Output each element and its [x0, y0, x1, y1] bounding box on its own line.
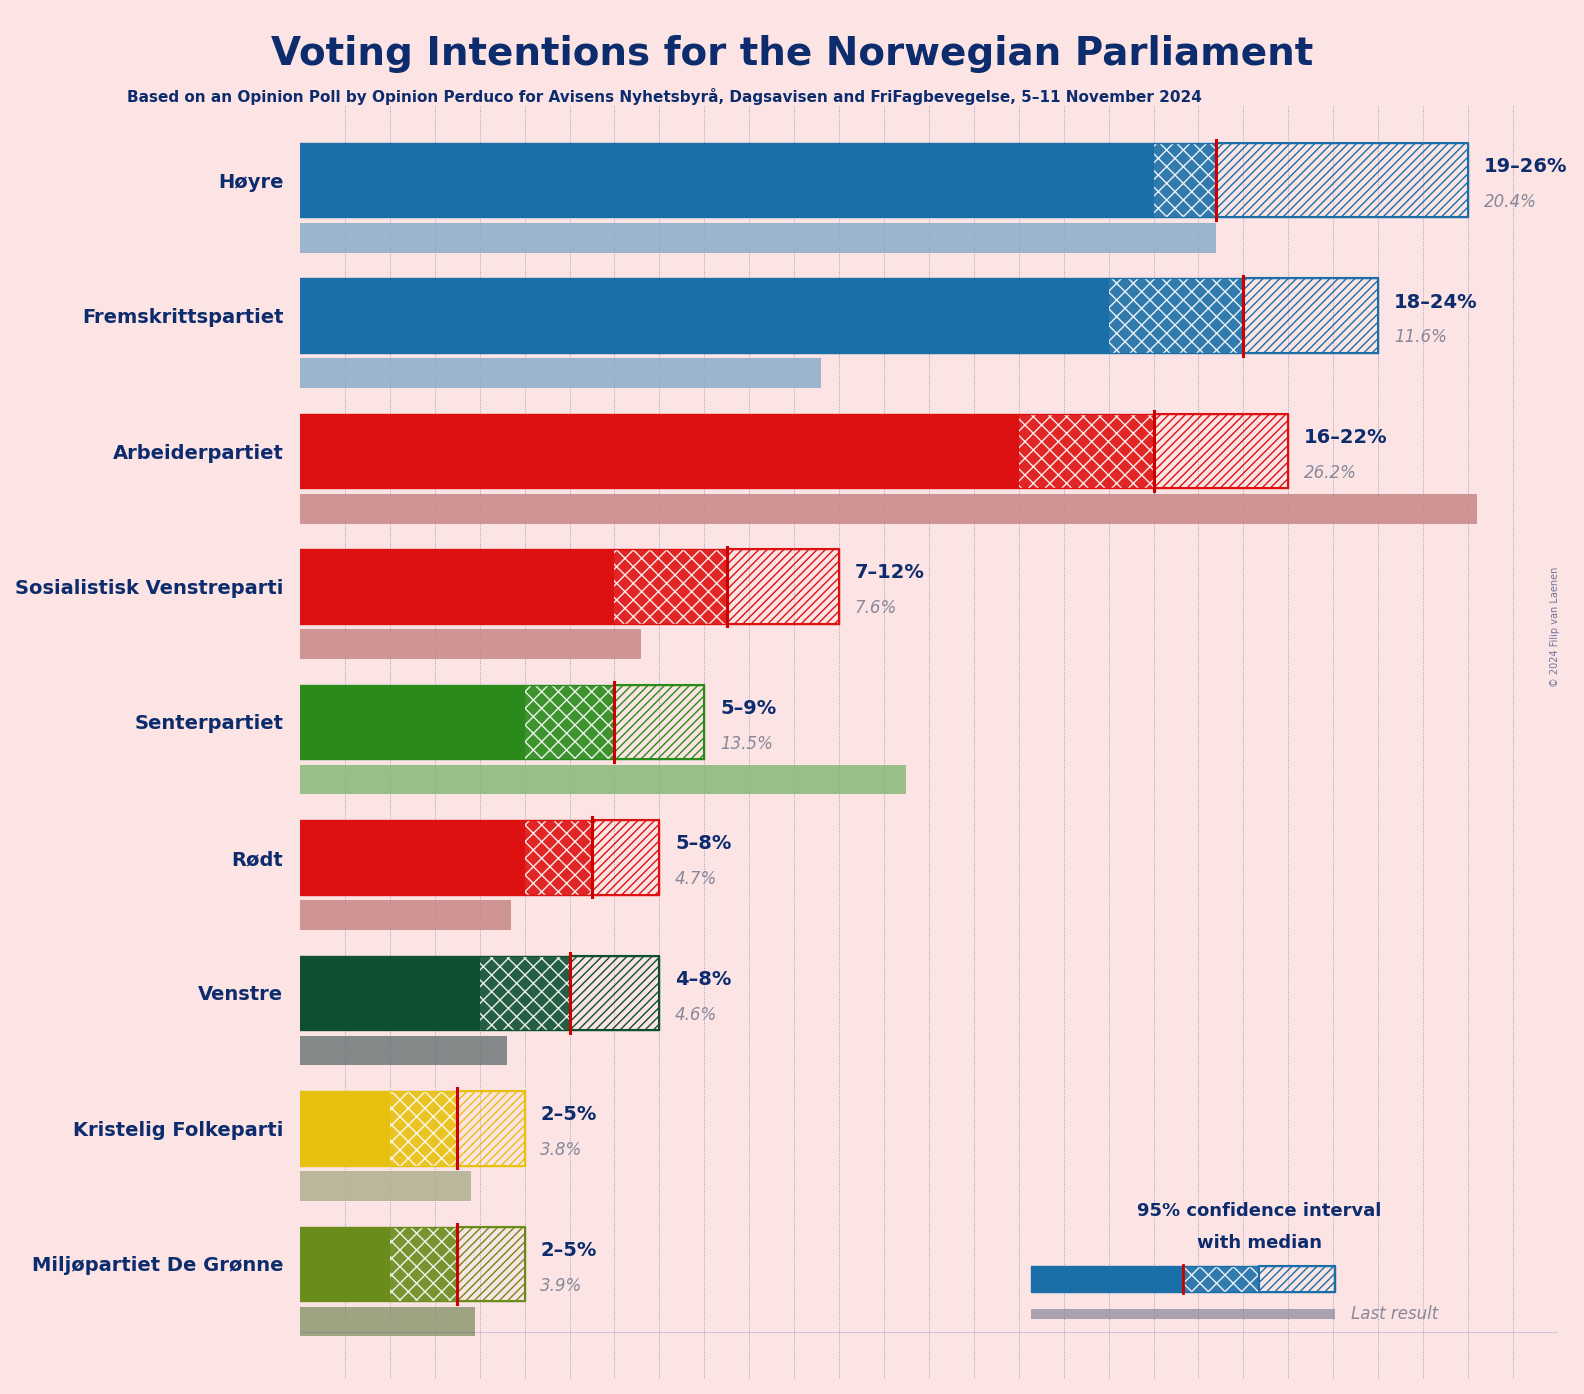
Text: 4.7%: 4.7% — [675, 870, 718, 888]
Text: with median: with median — [1198, 1234, 1321, 1252]
Bar — [299, 684, 705, 760]
Text: © 2024 Filip van Laenen: © 2024 Filip van Laenen — [1551, 567, 1560, 687]
Bar — [299, 223, 1217, 252]
Bar — [1259, 1266, 1335, 1292]
Text: Voting Intentions for the Norwegian Parliament: Voting Intentions for the Norwegian Parl… — [271, 35, 1313, 72]
Bar — [299, 142, 1153, 217]
Text: 4.6%: 4.6% — [675, 1005, 718, 1023]
Bar — [727, 549, 840, 623]
Bar — [299, 1171, 470, 1200]
Bar — [299, 493, 1476, 524]
Text: 7.6%: 7.6% — [855, 599, 897, 618]
Bar — [1243, 279, 1378, 353]
Bar — [299, 765, 906, 795]
Bar — [480, 956, 570, 1030]
Bar — [1109, 279, 1243, 353]
Bar — [299, 414, 1288, 488]
Text: 3.9%: 3.9% — [540, 1277, 583, 1295]
Bar — [1153, 142, 1217, 217]
Text: 5–8%: 5–8% — [675, 835, 732, 853]
Bar — [299, 1092, 524, 1165]
Text: 3.8%: 3.8% — [540, 1142, 583, 1158]
Bar — [390, 1092, 458, 1165]
Bar — [1031, 1309, 1335, 1319]
Bar — [299, 358, 821, 388]
Text: 2–5%: 2–5% — [540, 1105, 597, 1125]
Text: 4–8%: 4–8% — [675, 970, 732, 988]
Bar — [299, 279, 1109, 353]
Bar — [1031, 1266, 1183, 1292]
Bar — [299, 1306, 475, 1337]
Bar — [1031, 1266, 1335, 1292]
Text: 16–22%: 16–22% — [1304, 428, 1388, 447]
Text: Based on an Opinion Poll by Opinion Perduco for Avisens Nyhetsbyrå, Dagsavisen a: Based on an Opinion Poll by Opinion Perd… — [127, 88, 1202, 105]
Bar — [299, 684, 524, 760]
Text: 95% confidence interval: 95% confidence interval — [1137, 1202, 1381, 1220]
Bar — [458, 1092, 524, 1165]
Bar — [299, 820, 524, 895]
Bar — [299, 549, 615, 623]
Bar — [299, 549, 840, 623]
Bar — [1217, 142, 1468, 217]
Text: 19–26%: 19–26% — [1484, 158, 1567, 176]
Bar — [299, 1092, 390, 1165]
Bar — [1153, 414, 1288, 488]
Bar — [299, 820, 659, 895]
Bar — [1183, 1266, 1259, 1292]
Bar — [615, 549, 727, 623]
Text: 5–9%: 5–9% — [721, 698, 776, 718]
Bar — [299, 956, 659, 1030]
Text: 2–5%: 2–5% — [540, 1241, 597, 1260]
Text: 11.6%: 11.6% — [1394, 328, 1446, 346]
Bar — [299, 956, 480, 1030]
Bar — [299, 629, 642, 659]
Bar — [524, 684, 615, 760]
Bar — [299, 279, 1378, 353]
Bar — [615, 684, 705, 760]
Bar — [570, 956, 659, 1030]
Bar — [1019, 414, 1153, 488]
Bar — [299, 1227, 524, 1301]
Bar — [390, 1227, 458, 1301]
Bar — [524, 820, 592, 895]
Text: 20.4%: 20.4% — [1484, 192, 1536, 210]
Bar — [299, 414, 1019, 488]
Bar — [592, 820, 659, 895]
Text: 7–12%: 7–12% — [855, 563, 925, 583]
Bar — [299, 1227, 390, 1301]
Bar — [458, 1227, 524, 1301]
Bar — [299, 901, 512, 930]
Bar — [299, 142, 1468, 217]
Text: 18–24%: 18–24% — [1394, 293, 1478, 311]
Text: 26.2%: 26.2% — [1304, 464, 1357, 482]
Bar — [299, 1036, 507, 1065]
Text: Last result: Last result — [1351, 1305, 1438, 1323]
Text: 13.5%: 13.5% — [721, 735, 773, 753]
